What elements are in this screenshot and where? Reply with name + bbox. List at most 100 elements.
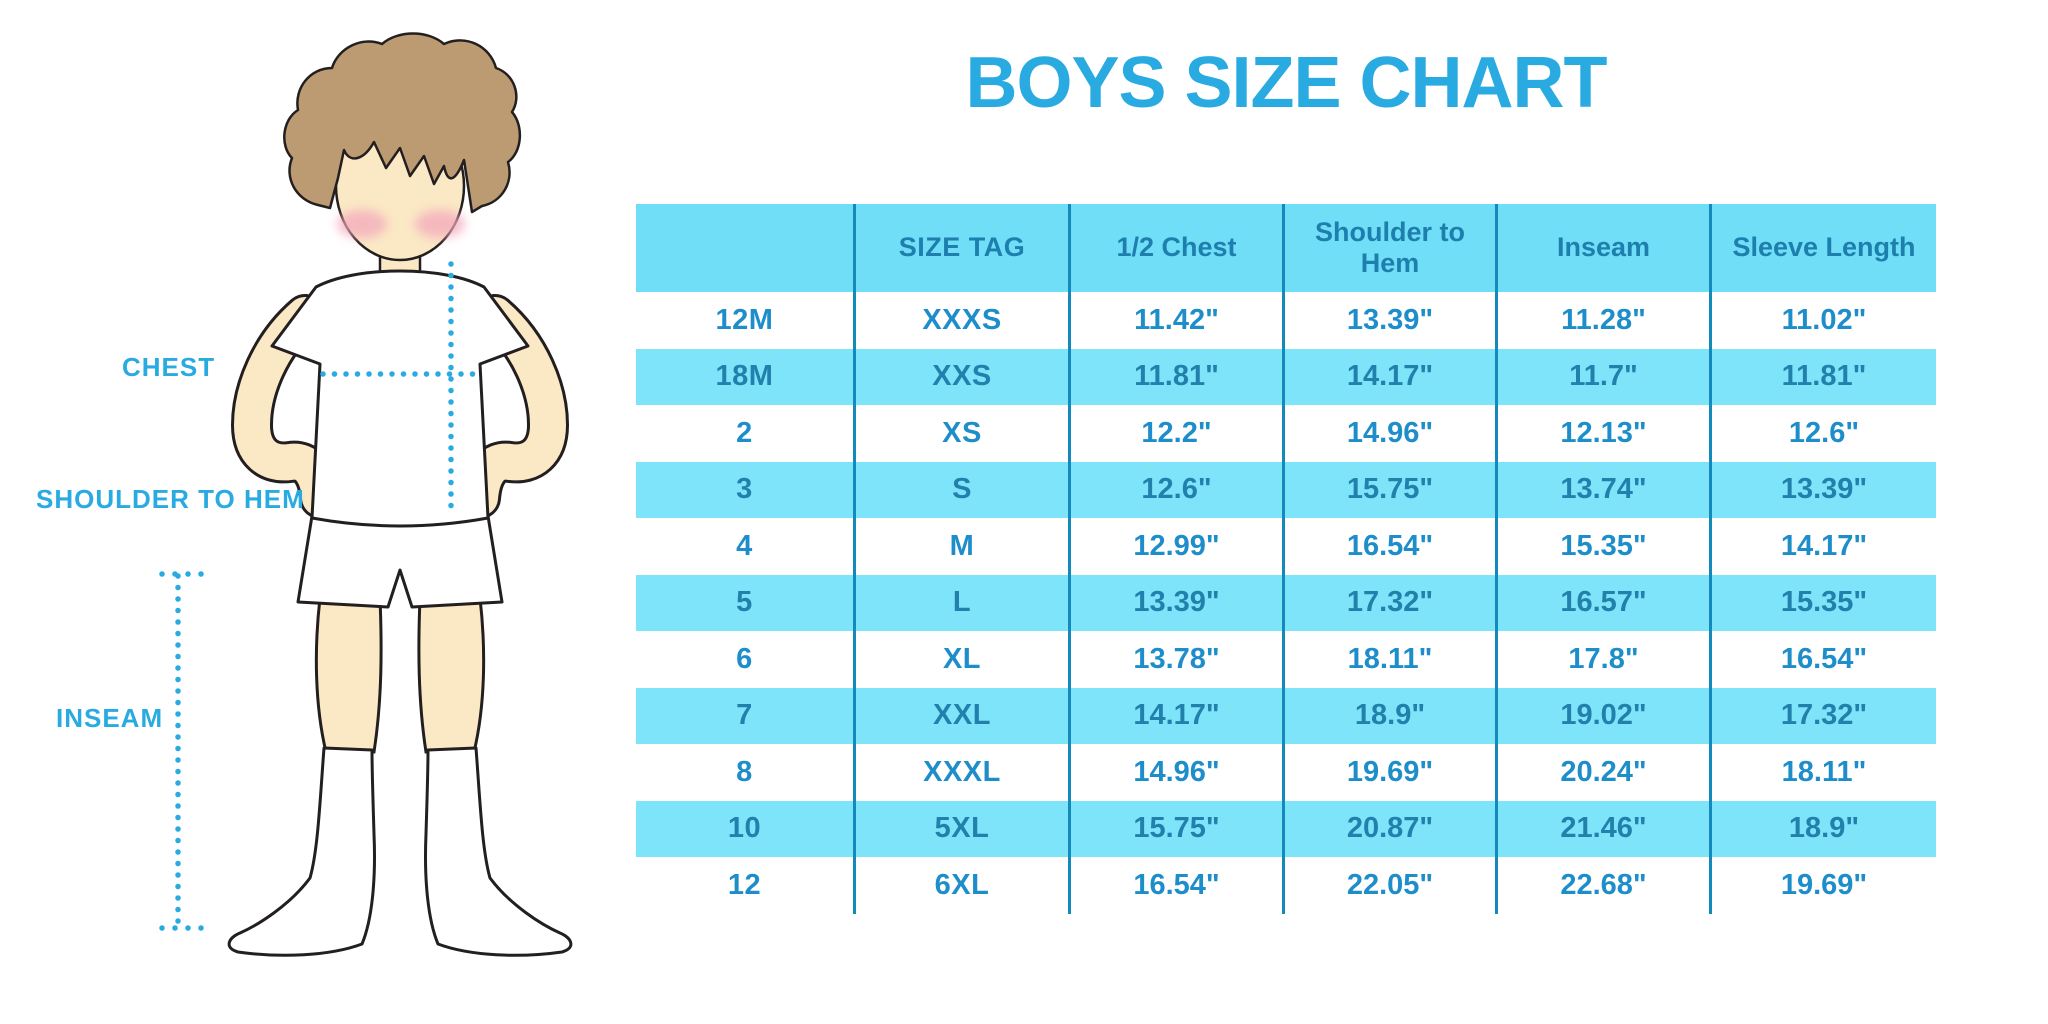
- cell-age-size: 10: [636, 800, 856, 857]
- cell-age-size: 2: [636, 405, 856, 462]
- cell-size-tag: XXXL: [856, 744, 1071, 801]
- cell-inseam: 22.68": [1498, 857, 1712, 914]
- cell-size-tag: S: [856, 461, 1071, 518]
- cell-age-size: 4: [636, 518, 856, 575]
- header-cell-half-chest: 1/2 Chest: [1071, 204, 1285, 292]
- cell-sleeve-length: 11.02": [1712, 292, 1936, 349]
- cell-inseam: 11.7": [1498, 348, 1712, 405]
- cell-half-chest: 12.6": [1071, 461, 1285, 518]
- cell-sleeve-length: 14.17": [1712, 518, 1936, 575]
- boy-arm-left: [230, 294, 341, 519]
- cell-size-tag: XL: [856, 631, 1071, 688]
- cell-age-size: 6: [636, 631, 856, 688]
- header-cell-size-tag: SIZE TAG: [856, 204, 1071, 292]
- cell-inseam: 17.8": [1498, 631, 1712, 688]
- size-table-header: SIZE TAG 1/2 Chest Shoulder to Hem Insea…: [636, 204, 1936, 292]
- table-row: 12 6XL 16.54" 22.05" 22.68" 19.69": [636, 857, 1936, 914]
- cell-shoulder-to-hem: 13.39": [1285, 292, 1498, 349]
- boy-blush-left: [337, 210, 387, 238]
- cell-shoulder-to-hem: 18.11": [1285, 631, 1498, 688]
- table-row: 6 XL 13.78" 18.11" 17.8" 16.54": [636, 631, 1936, 688]
- cell-shoulder-to-hem: 22.05": [1285, 857, 1498, 914]
- header-cell-shoulder-to-hem: Shoulder to Hem: [1285, 204, 1498, 292]
- cell-inseam: 15.35": [1498, 518, 1712, 575]
- cell-shoulder-to-hem: 14.17": [1285, 348, 1498, 405]
- cell-sleeve-length: 16.54": [1712, 631, 1936, 688]
- table-row: 3 S 12.6" 15.75" 13.74" 13.39": [636, 461, 1936, 518]
- chest-label: CHEST: [122, 352, 216, 382]
- boy-hair: [283, 32, 521, 214]
- table-row: 18M XXS 11.81" 14.17" 11.7" 11.81": [636, 348, 1936, 405]
- table-row: 7 XXL 14.17" 18.9" 19.02" 17.32": [636, 687, 1936, 744]
- cell-age-size: 3: [636, 461, 856, 518]
- cell-inseam: 16.57": [1498, 574, 1712, 631]
- cell-half-chest: 13.39": [1071, 574, 1285, 631]
- cell-age-size: 12M: [636, 292, 856, 349]
- cell-sleeve-length: 11.81": [1712, 348, 1936, 405]
- cell-size-tag: L: [856, 574, 1071, 631]
- cell-half-chest: 15.75": [1071, 800, 1285, 857]
- table-row: 12M XXXS 11.42" 13.39" 11.28" 11.02": [636, 292, 1936, 349]
- cell-sleeve-length: 18.9": [1712, 800, 1936, 857]
- cell-age-size: 12: [636, 857, 856, 914]
- size-table-body: 12M XXXS 11.42" 13.39" 11.28" 11.02" 18M…: [636, 292, 1936, 914]
- cell-age-size: 5: [636, 574, 856, 631]
- boy-figure-illustration: [159, 32, 573, 957]
- cell-shoulder-to-hem: 20.87": [1285, 800, 1498, 857]
- cell-sleeve-length: 18.11": [1712, 744, 1936, 801]
- cell-half-chest: 12.99": [1071, 518, 1285, 575]
- cell-size-tag: M: [856, 518, 1071, 575]
- boy-shorts: [296, 514, 504, 609]
- cell-age-size: 8: [636, 744, 856, 801]
- cell-shoulder-to-hem: 17.32": [1285, 574, 1498, 631]
- header-cell-inseam: Inseam: [1498, 204, 1712, 292]
- cell-size-tag: XXL: [856, 687, 1071, 744]
- cell-inseam: 19.02": [1498, 687, 1712, 744]
- table-row: 2 XS 12.2" 14.96" 12.13" 12.6": [636, 405, 1936, 462]
- size-table: SIZE TAG 1/2 Chest Shoulder to Hem Insea…: [636, 204, 1936, 914]
- table-row: 10 5XL 15.75" 20.87" 21.46" 18.9": [636, 800, 1936, 857]
- cell-half-chest: 13.78": [1071, 631, 1285, 688]
- inseam-label: INSEAM: [56, 703, 164, 733]
- cell-inseam: 11.28": [1498, 292, 1712, 349]
- cell-shoulder-to-hem: 19.69": [1285, 744, 1498, 801]
- boy-sock-left: [227, 746, 376, 957]
- table-row: 8 XXXL 14.96" 19.69" 20.24" 18.11": [636, 744, 1936, 801]
- boy-arm-right: [459, 294, 570, 519]
- cell-half-chest: 11.81": [1071, 348, 1285, 405]
- cell-sleeve-length: 19.69": [1712, 857, 1936, 914]
- cell-shoulder-to-hem: 15.75": [1285, 461, 1498, 518]
- cell-inseam: 20.24": [1498, 744, 1712, 801]
- cell-half-chest: 11.42": [1071, 292, 1285, 349]
- page-title: BOYS SIZE CHART: [965, 43, 1607, 123]
- cell-shoulder-to-hem: 16.54": [1285, 518, 1498, 575]
- cell-half-chest: 14.96": [1071, 744, 1285, 801]
- cell-inseam: 13.74": [1498, 461, 1712, 518]
- cell-inseam: 12.13": [1498, 405, 1712, 462]
- table-row: 5 L 13.39" 17.32" 16.57" 15.35": [636, 574, 1936, 631]
- boy-leg-right: [417, 596, 486, 754]
- boy-blush-right: [415, 210, 465, 238]
- cell-size-tag: XXS: [856, 348, 1071, 405]
- boy-leg-left: [314, 596, 383, 754]
- cell-size-tag: XXXS: [856, 292, 1071, 349]
- cell-size-tag: 6XL: [856, 857, 1071, 914]
- table-row: 4 M 12.99" 16.54" 15.35" 14.17": [636, 518, 1936, 575]
- cell-shoulder-to-hem: 14.96": [1285, 405, 1498, 462]
- cell-sleeve-length: 13.39": [1712, 461, 1936, 518]
- cell-size-tag: XS: [856, 405, 1071, 462]
- cell-sleeve-length: 17.32": [1712, 687, 1936, 744]
- shoulder-to-hem-label: SHOULDER TO HEM: [36, 484, 305, 514]
- cell-half-chest: 12.2": [1071, 405, 1285, 462]
- cell-sleeve-length: 15.35": [1712, 574, 1936, 631]
- cell-sleeve-length: 12.6": [1712, 405, 1936, 462]
- cell-half-chest: 14.17": [1071, 687, 1285, 744]
- boy-tshirt: [270, 269, 530, 528]
- cell-age-size: 7: [636, 687, 856, 744]
- cell-shoulder-to-hem: 18.9": [1285, 687, 1498, 744]
- cell-inseam: 21.46": [1498, 800, 1712, 857]
- boy-sock-right: [424, 746, 573, 957]
- cell-half-chest: 16.54": [1071, 857, 1285, 914]
- cell-age-size: 18M: [636, 348, 856, 405]
